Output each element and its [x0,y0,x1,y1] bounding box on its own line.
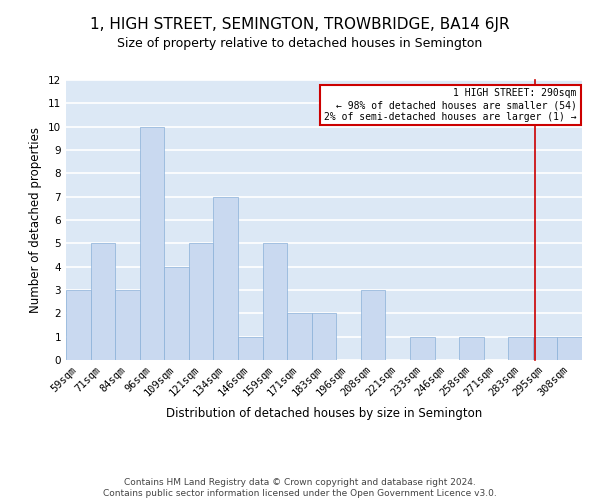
Bar [140,126,164,360]
Bar [410,336,434,360]
Bar [115,290,140,360]
Text: 1, HIGH STREET, SEMINGTON, TROWBRIDGE, BA14 6JR: 1, HIGH STREET, SEMINGTON, TROWBRIDGE, B… [90,18,510,32]
Bar [312,314,336,360]
Bar [214,196,238,360]
Text: 1 HIGH STREET: 290sqm
← 98% of detached houses are smaller (54)
2% of semi-detac: 1 HIGH STREET: 290sqm ← 98% of detached … [324,88,577,122]
Y-axis label: Number of detached properties: Number of detached properties [29,127,43,313]
Text: Contains HM Land Registry data © Crown copyright and database right 2024.
Contai: Contains HM Land Registry data © Crown c… [103,478,497,498]
Bar [361,290,385,360]
Bar [287,314,312,360]
Bar [533,336,557,360]
Text: Size of property relative to detached houses in Semington: Size of property relative to detached ho… [118,38,482,51]
Bar [508,336,533,360]
Bar [238,336,263,360]
Bar [91,244,115,360]
Bar [263,244,287,360]
X-axis label: Distribution of detached houses by size in Semington: Distribution of detached houses by size … [166,407,482,420]
Bar [189,244,214,360]
Bar [459,336,484,360]
Bar [66,290,91,360]
Bar [557,336,582,360]
Bar [164,266,189,360]
